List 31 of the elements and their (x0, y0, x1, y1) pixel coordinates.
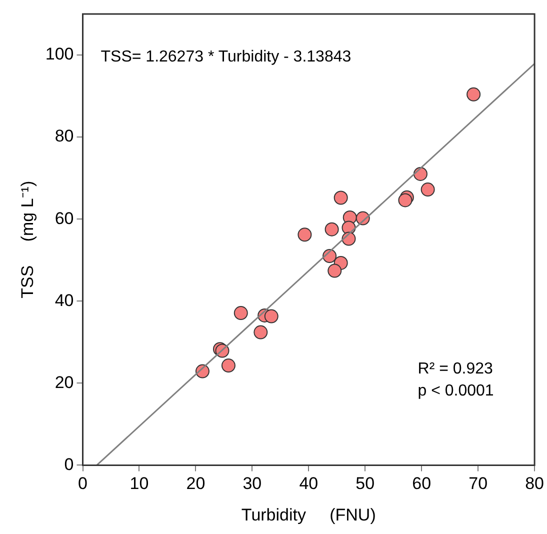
y-tick-label: 20 (54, 372, 74, 392)
annotation: R² = 0.923 (418, 360, 494, 378)
y-tick-label: 100 (45, 44, 74, 64)
y-tick-label: 60 (54, 208, 74, 228)
x-tick-label: 40 (299, 474, 318, 494)
point (324, 222, 339, 236)
y-tick-label: 0 (64, 454, 74, 474)
point (254, 325, 268, 340)
x-tick-label: 50 (356, 474, 375, 494)
y-axis-title: TSS (mg L⁻¹) (18, 180, 37, 298)
point (234, 306, 248, 320)
point (328, 264, 342, 278)
annotation: TSS= 1.26273 * Turbidity - 3.13843 (100, 48, 352, 66)
x-tick-label: 20 (186, 474, 206, 494)
x-tick-label: 10 (130, 474, 149, 494)
annotation: p < 0.0001 (418, 382, 494, 400)
x-tick-label: 60 (412, 474, 432, 494)
point (334, 190, 348, 205)
x-axis-title: Turbidity (FNU) (241, 505, 376, 524)
x-tick-label: 30 (242, 474, 262, 494)
x-tick-label: 80 (525, 474, 544, 494)
x-tick-label: 0 (78, 474, 88, 494)
y-tick-label: 40 (54, 290, 74, 310)
point (264, 309, 278, 324)
y-tick-label: 80 (54, 126, 74, 146)
point (298, 228, 312, 242)
point (398, 193, 412, 208)
point (466, 87, 481, 102)
point (221, 358, 236, 373)
x-tick-label: 70 (468, 474, 488, 494)
point (420, 182, 435, 197)
